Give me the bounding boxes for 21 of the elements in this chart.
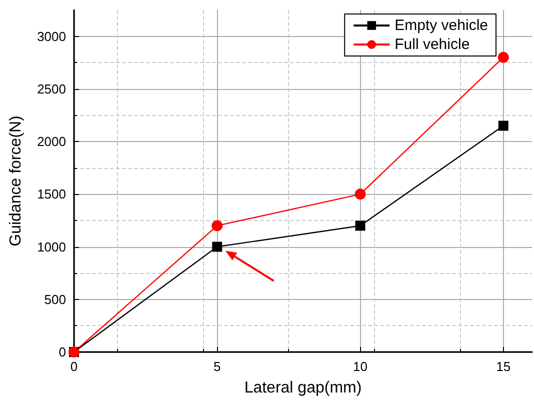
legend-label: Empty vehicle [394,17,488,34]
y-tick-label: 3000 [37,28,66,44]
legend-label: Full vehicle [394,36,470,53]
point [354,188,366,200]
y-tick-label: 2500 [37,81,66,96]
point [212,242,222,252]
y-tick-label: 0 [58,344,66,360]
x-tick-label: 15 [496,359,511,374]
y-tick-label: 500 [44,292,66,307]
x-tick-label: 10 [353,359,368,374]
y-tick-label: 1500 [37,186,66,202]
x-tick-label: 5 [214,359,221,374]
point [498,52,509,63]
point [355,220,366,231]
point [498,120,508,131]
y-tick-label: 2000 [37,134,66,150]
x-axis-title: Lateral gap(mm) [244,380,362,396]
y-axis-title: Guidance force(N) [8,116,24,246]
x-tick-label: 0 [70,359,78,374]
point [212,220,223,232]
y-tick-label: 1000 [37,239,66,254]
